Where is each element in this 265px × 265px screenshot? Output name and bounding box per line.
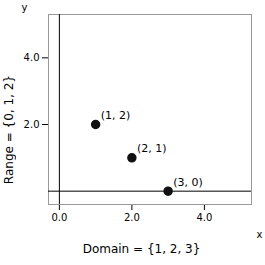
svg-text:x: x: [257, 229, 263, 240]
svg-text:(3, 0): (3, 0): [173, 176, 203, 189]
svg-text:0.0: 0.0: [51, 212, 67, 223]
svg-text:2.0: 2.0: [124, 212, 140, 223]
html-text:Range = {0, 1, 2}: Range = {0, 1, 2}: [2, 75, 16, 185]
html-text:Domain = {1, 2, 3}: Domain = {1, 2, 3}: [82, 242, 201, 256]
svg-text:y: y: [22, 2, 28, 13]
svg-text:(1, 2): (1, 2): [101, 109, 131, 122]
svg-text:4.0: 4.0: [24, 52, 40, 63]
svg-text:2.0: 2.0: [24, 119, 40, 130]
svg-text:4.0: 4.0: [196, 212, 212, 223]
svg-text:(2, 1): (2, 1): [137, 142, 167, 155]
